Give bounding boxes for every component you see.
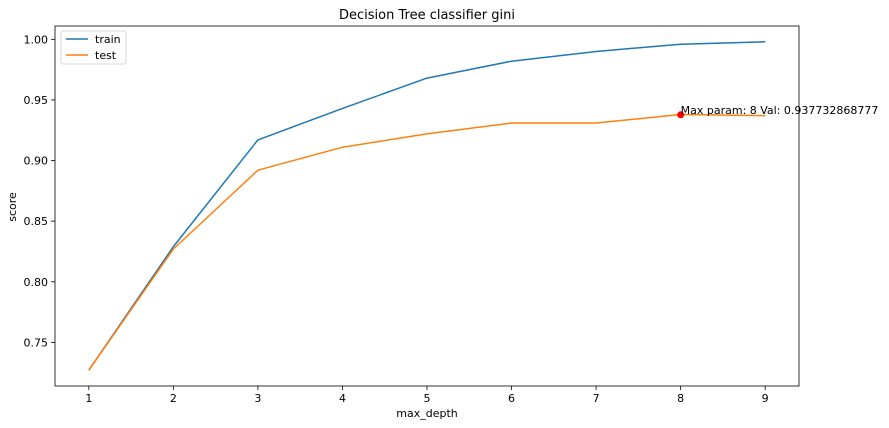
max-param-annotation: Max param: 8 Val: 0.937732868777 <box>681 104 879 117</box>
y-tick-label: 0.90 <box>24 155 49 168</box>
legend: train test <box>60 30 127 65</box>
x-tick-label: 7 <box>593 392 600 405</box>
series-line-test <box>88 113 766 371</box>
y-tick-label: 1.00 <box>24 33 49 46</box>
x-tick-label: 3 <box>254 392 261 405</box>
y-tick-label: 0.75 <box>24 336 49 349</box>
x-tick-label: 1 <box>85 392 92 405</box>
y-tick-label: 0.95 <box>24 94 49 107</box>
x-axis: 1 2 3 4 5 6 7 8 9 <box>85 386 769 405</box>
max-param-marker <box>677 111 685 119</box>
plot-frame <box>54 25 800 387</box>
annotation-layer: Max param: 8 Val: 0.937732868777 <box>677 104 878 119</box>
plot-area <box>54 25 800 387</box>
x-tick-label: 8 <box>677 392 684 405</box>
x-tick-label: 4 <box>339 392 346 405</box>
y-tick-label: 0.80 <box>24 276 49 289</box>
y-axis: 0.75 0.80 0.85 0.90 0.95 1.00 <box>24 33 55 349</box>
x-tick-label: 2 <box>170 392 177 405</box>
x-tick-label: 6 <box>508 392 515 405</box>
legend-label-train: train <box>95 33 121 46</box>
x-axis-label: max_depth <box>396 407 458 420</box>
y-axis-label: score <box>6 192 19 222</box>
y-tick-label: 0.85 <box>24 215 49 228</box>
x-tick-label: 5 <box>424 392 431 405</box>
series-layer <box>88 41 766 371</box>
series-line-train <box>88 41 766 371</box>
chart-title: Decision Tree classifier gini <box>339 8 515 23</box>
legend-label-test: test <box>95 49 117 62</box>
x-tick-label: 9 <box>762 392 769 405</box>
